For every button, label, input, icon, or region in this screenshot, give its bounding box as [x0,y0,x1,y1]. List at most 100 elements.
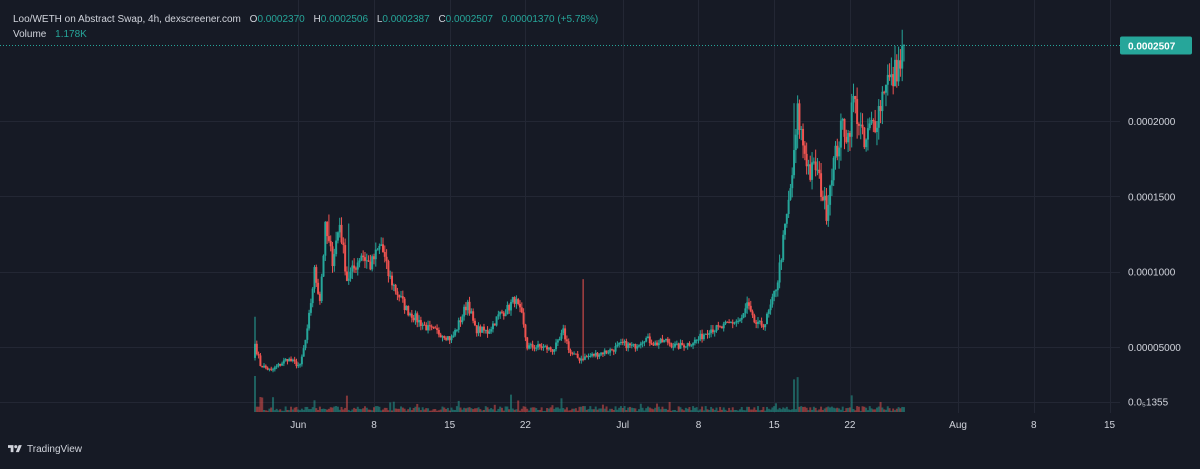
candle-body [347,278,350,281]
volume-bar [628,406,631,412]
candle-body [596,352,599,357]
candle-body [794,134,797,151]
volume-bar [901,406,904,412]
candle-body [313,267,316,289]
candle-body [605,350,608,353]
volume-bar [690,410,693,412]
candle-body [398,294,401,298]
last-price-tag-label: 0.0002507 [1128,42,1176,53]
volume-bar [497,408,500,412]
volume-bar [625,410,628,412]
volume-bar [398,408,401,412]
x-tick-label: Jun [290,420,306,431]
candle-body [461,316,464,323]
volume-bar [859,410,862,412]
volume-bar [794,409,797,412]
candle-body [367,260,370,262]
x-tick-label: 15 [1104,420,1116,431]
candle-body [690,345,693,347]
candle-body [403,298,406,311]
volume-bar [537,409,540,412]
candle-body [443,336,446,339]
candle-body [601,352,604,355]
candle-body [369,261,372,270]
legend-volume-row: Volume 1.178K [13,27,598,42]
volume-bar [587,409,590,412]
legend-close-key: C [438,14,446,25]
volume-bar [326,409,329,412]
volume-bar [286,409,289,412]
candle-body [713,331,716,333]
volume-bar [893,410,896,412]
volume-bar [758,410,761,412]
volume-bar [803,406,806,412]
candle-body [832,157,835,181]
volume-bar [571,408,574,412]
candle-body [854,96,857,100]
volume-bar [436,410,439,412]
volume-bar [650,408,653,412]
candle-body [391,275,394,286]
volume-bar [284,406,287,412]
chart-legend: Loo/WETH on Abstract Swap, 4h, dexscreen… [13,12,598,42]
candle-body [886,74,889,85]
volume-bar [675,410,678,412]
volume-bar [767,408,770,412]
volume-bar [787,409,790,412]
candle-body [490,329,493,332]
volume-bar [639,403,642,412]
volume-bar [486,407,489,412]
candle-body [524,324,527,338]
candle-body [811,162,814,180]
volume-bar [854,410,857,412]
candle-body [747,302,750,306]
candle-body [268,368,271,370]
candle-body [647,336,650,339]
candle-body [360,255,363,261]
candle-body [371,256,374,270]
volume-bar [344,407,347,412]
candle-body [706,333,709,335]
volume-bar [903,407,905,412]
candle-body [742,313,745,318]
volume-bar [870,408,873,412]
candle-body [681,342,684,346]
candle-body [302,348,305,357]
volume-bar [771,407,774,412]
candle-body [466,301,469,311]
volume-bar [688,407,691,412]
volume-bar [437,410,440,412]
candle-body [699,333,702,340]
volume-bar [823,408,826,412]
volume-bar [425,408,428,412]
volume-bar [598,408,601,412]
y-axis: 0.0002000 0.0001500 0.0001000 0.00005000 0.0… [1128,117,1181,408]
candle-body [798,103,801,130]
candle-body [693,339,696,344]
volume-bar [333,406,336,412]
volume-bar [338,409,341,412]
candle-body [771,296,774,305]
volume-bar [459,407,462,412]
volume-bar [636,410,639,412]
candle-body [803,145,806,154]
candle-body [329,240,332,247]
volume-bar [381,409,384,412]
candle-body [281,363,284,366]
volume-bar [445,409,448,412]
candle-body [455,329,458,331]
volume-bar [309,409,312,412]
candle-body [670,343,673,347]
volume-bar [266,410,269,412]
candle-body [843,118,846,137]
candle-body [356,262,359,270]
volume-bar [508,409,511,412]
volume-bar [674,409,677,412]
candle-body [495,316,498,326]
volume-bar [324,408,327,412]
candle-body [502,312,505,317]
candle-body [437,330,440,335]
tradingview-brand[interactable]: TradingView [8,443,82,455]
